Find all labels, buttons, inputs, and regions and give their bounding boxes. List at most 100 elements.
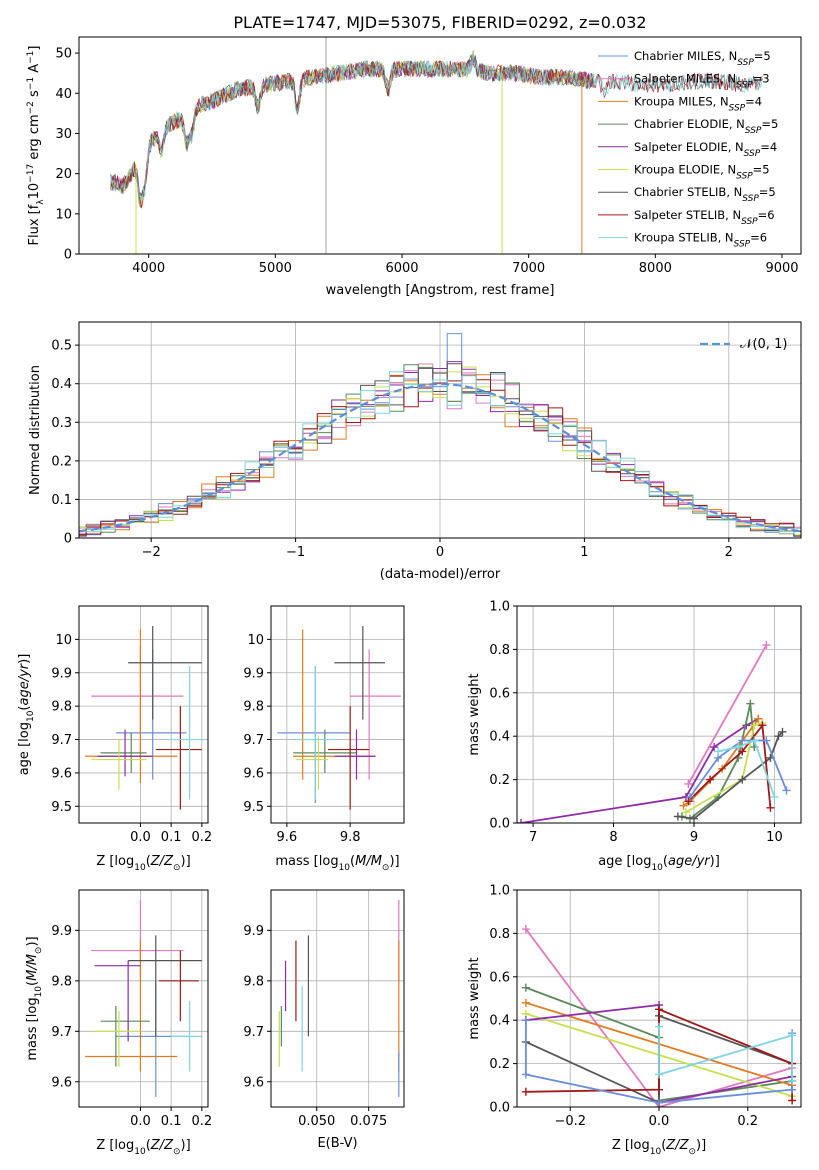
y-tick-label: 9.8 xyxy=(243,700,264,715)
weight-marker xyxy=(521,998,530,1007)
weight-marker xyxy=(655,1022,663,1031)
weight-marker xyxy=(521,1070,530,1079)
x-tick-label: 8 xyxy=(609,830,617,845)
y-tick-label: 9.6 xyxy=(243,1075,264,1090)
weight-marker xyxy=(689,814,698,823)
weight-marker xyxy=(684,797,693,806)
weight-marker xyxy=(774,732,783,741)
weight-marker xyxy=(766,803,775,812)
y-tick-label: 1.0 xyxy=(489,884,510,899)
legend-entry: Kroupa MILES, NSSP=4 xyxy=(634,94,762,113)
weight-marker xyxy=(788,1031,797,1040)
mass_vs_Z-frame xyxy=(78,889,209,1108)
legend-entry: Kroupa STELIB, NSSP=6 xyxy=(634,231,767,250)
y-tick-label: 0 xyxy=(64,532,72,547)
spectrum-line xyxy=(110,53,763,198)
weight-line xyxy=(683,718,760,807)
y-tick-label: 9.6 xyxy=(51,1075,72,1090)
x-tick-label: −1 xyxy=(286,545,305,560)
y-tick-label: 0.2 xyxy=(489,773,510,788)
weight-marker xyxy=(770,792,779,801)
weight_vs_age-panel: 7 8 9 10 0.0 0.2 0.4 0.6 0.8 1.0 age [log10(age/yr… xyxy=(467,600,802,873)
y-tick-label: 0.4 xyxy=(51,377,72,392)
residuals-y-label: Normed distribution xyxy=(28,365,43,495)
y-tick-label: 0.8 xyxy=(489,927,510,942)
y-tick-label: 9.8 xyxy=(51,974,72,989)
weight-marker xyxy=(750,736,759,745)
spectrum-lines xyxy=(110,37,764,254)
x-tick-label: 0.0 xyxy=(130,1114,151,1129)
y-tick-label: 9.9 xyxy=(243,666,264,681)
weight-marker xyxy=(750,721,759,730)
legend-entry: Kroupa ELODIE, NSSP=5 xyxy=(634,163,770,182)
weight-marker xyxy=(655,1098,663,1107)
y-tick-label: 0 xyxy=(64,248,72,263)
x-tick-label: 7 xyxy=(529,830,537,845)
x-tick-label: 0.050 xyxy=(298,1114,335,1129)
weight-marker xyxy=(521,1087,530,1096)
weight-marker xyxy=(778,727,787,736)
mass_vs_Z-points xyxy=(85,900,202,1097)
y-tick-label: 9.6 xyxy=(51,766,72,781)
spectrum-panel: 4000 5000 6000 7000 8000 9000 0 10 20 30 40 50 wavel… xyxy=(26,36,802,298)
x-tick-label: 10 xyxy=(766,830,783,845)
weight-marker xyxy=(788,1096,797,1105)
x-tick-label: 0.2 xyxy=(737,1114,758,1129)
weight-marker xyxy=(738,736,747,745)
weight_vs_Z-panel: −0.2 0.0 0.2 0.0 0.2 0.4 0.6 0.8 1.0 Z [log10(Z/Z… xyxy=(467,884,802,1157)
weight-marker xyxy=(754,714,763,723)
y-tick-label: 9.6 xyxy=(243,766,264,781)
y-tick-label: 0.4 xyxy=(489,1014,510,1029)
x-tick-label: 8000 xyxy=(639,261,672,276)
y-tick-label: 20 xyxy=(55,167,72,182)
weight-marker xyxy=(762,736,771,745)
weight-marker xyxy=(746,699,755,708)
age_vs_mass-grid xyxy=(271,606,404,823)
age_vs_mass-panel: 9.6 9.8 9.5 9.6 9.7 9.8 9.9 10 mass [log10(M/M⊙)… xyxy=(243,605,405,873)
y-tick-label: 0.4 xyxy=(489,730,510,745)
mass_vs_Z-grid xyxy=(79,890,208,1107)
x-tick-label: −0.2 xyxy=(554,1114,586,1129)
mass_vs_Z-y-label: mass [log10(M/M⊙)] xyxy=(25,936,44,1060)
x-tick-label: 9.8 xyxy=(340,830,361,845)
y-tick-label: 0.0 xyxy=(489,1101,510,1116)
weight-marker xyxy=(788,1085,797,1094)
weight-marker xyxy=(762,641,771,650)
x-tick-label: 0.0 xyxy=(130,830,151,845)
y-tick-label: 9.5 xyxy=(243,800,264,815)
y-tick-label: 0.6 xyxy=(489,970,510,985)
y-tick-label: 10 xyxy=(247,633,264,648)
x-tick-label: 1 xyxy=(580,545,588,560)
y-tick-label: 9.9 xyxy=(51,666,72,681)
weight-line xyxy=(687,644,768,785)
weight-marker xyxy=(655,1005,663,1014)
y-tick-label: 30 xyxy=(55,127,72,142)
weight-marker xyxy=(710,743,719,752)
y-tick-label: 0.6 xyxy=(489,686,510,701)
mass_vs_EBV-points xyxy=(278,900,400,1097)
weight_vs_age-grid xyxy=(517,605,801,824)
y-tick-label: 9.9 xyxy=(243,924,264,939)
weight_vs_age-y-label: mass weight xyxy=(467,673,482,755)
spectrum-line xyxy=(110,59,595,207)
weight-marker xyxy=(521,925,530,934)
age_vs_mass-x-label: mass [log10(M/M⊙)] xyxy=(275,854,399,873)
y-tick-label: 0.5 xyxy=(51,339,72,354)
age_vs_Z-grid xyxy=(79,606,208,823)
age_vs_mass-frame xyxy=(270,605,405,824)
x-tick-label: 5000 xyxy=(259,261,292,276)
x-tick-label: 0.2 xyxy=(192,830,213,845)
weight-marker xyxy=(679,801,688,810)
y-tick-label: 1.0 xyxy=(489,600,510,615)
y-tick-label: 40 xyxy=(55,87,72,102)
x-tick-label: 2 xyxy=(725,545,733,560)
y-tick-label: 9.7 xyxy=(243,1025,264,1040)
weight-marker xyxy=(738,775,747,784)
y-tick-label: 10 xyxy=(55,633,72,648)
y-tick-label: 9.8 xyxy=(243,974,264,989)
weight-marker xyxy=(738,747,747,756)
weight-marker xyxy=(706,775,715,784)
y-tick-label: 9.7 xyxy=(51,733,72,748)
weight-line xyxy=(658,1026,793,1081)
